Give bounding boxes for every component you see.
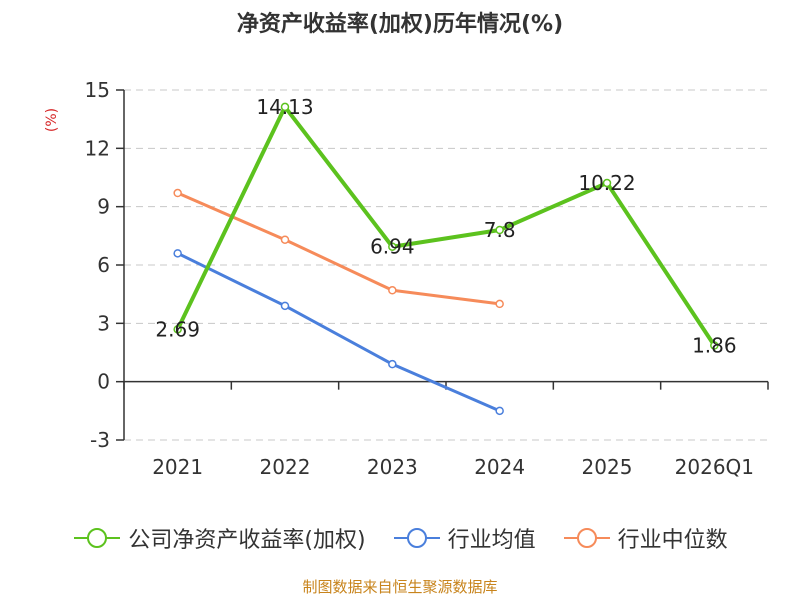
legend-marker-icon <box>74 528 121 548</box>
data-label: 10.22 <box>578 171 635 195</box>
data-label: 6.94 <box>370 235 415 259</box>
x-tick-label: 2023 <box>367 455 418 479</box>
legend-item-industry-median[interactable]: 行业中位数 <box>562 522 728 554</box>
data-point <box>388 359 397 369</box>
y-tick-label: 9 <box>97 195 110 219</box>
legend-marker-icon <box>563 528 610 548</box>
data-label: 7.8 <box>484 218 516 242</box>
x-tick-label: 2022 <box>260 455 311 479</box>
series-line <box>175 104 717 347</box>
data-point <box>602 178 612 188</box>
x-tick-label: 2026Q1 <box>675 455 754 479</box>
series-line <box>177 191 500 306</box>
x-tick-label: 2024 <box>474 455 525 479</box>
data-point <box>173 188 182 198</box>
data-label: 14.13 <box>256 95 313 119</box>
data-labels: 2.69 14.13 6.94 7.8 10.22 1.86 <box>155 95 736 358</box>
data-point <box>173 325 182 334</box>
legend-item-industry-mean[interactable]: 行业均值 <box>392 522 536 554</box>
legend-label: 行业均值 <box>447 528 536 553</box>
data-point <box>388 242 397 251</box>
data-source-note: 制图数据来自恒生聚源数据库 <box>302 578 498 596</box>
data-point <box>388 286 397 295</box>
legend: 公司净资产收益率(加权) 行业均值 行业中位数 <box>0 522 800 554</box>
axes: -3 0 3 6 9 12 15 2021 2022 2023 2024 2025 2026Q1 <box>85 78 769 479</box>
y-tick-label: 12 <box>85 136 110 160</box>
data-point <box>280 235 290 244</box>
legend-label: 公司净资产收益率(加权) <box>128 528 366 553</box>
data-point <box>280 102 290 112</box>
series-lines <box>173 102 719 416</box>
legend-label: 行业中位数 <box>617 528 728 553</box>
data-label: 1.86 <box>692 334 737 358</box>
x-tick-label: 2025 <box>582 455 633 479</box>
data-point <box>495 406 504 416</box>
data-point <box>495 225 504 235</box>
data-point <box>280 301 290 311</box>
y-tick-label: 15 <box>85 78 110 102</box>
y-tick-label: -3 <box>90 428 110 452</box>
x-tick-label: 2021 <box>152 455 203 479</box>
y-tick-label: 3 <box>97 311 110 335</box>
series-line <box>177 251 501 413</box>
data-point <box>173 249 182 258</box>
data-point <box>710 341 719 350</box>
data-point <box>495 299 504 309</box>
y-tick-label: 0 <box>97 370 110 394</box>
legend-marker-icon <box>393 528 440 548</box>
y-tick-label: 6 <box>97 253 110 277</box>
chart-title: 净资产收益率(加权)历年情况(%) <box>236 12 564 37</box>
legend-item-company-roe[interactable]: 公司净资产收益率(加权) <box>72 522 366 554</box>
data-label: 2.69 <box>155 317 200 341</box>
